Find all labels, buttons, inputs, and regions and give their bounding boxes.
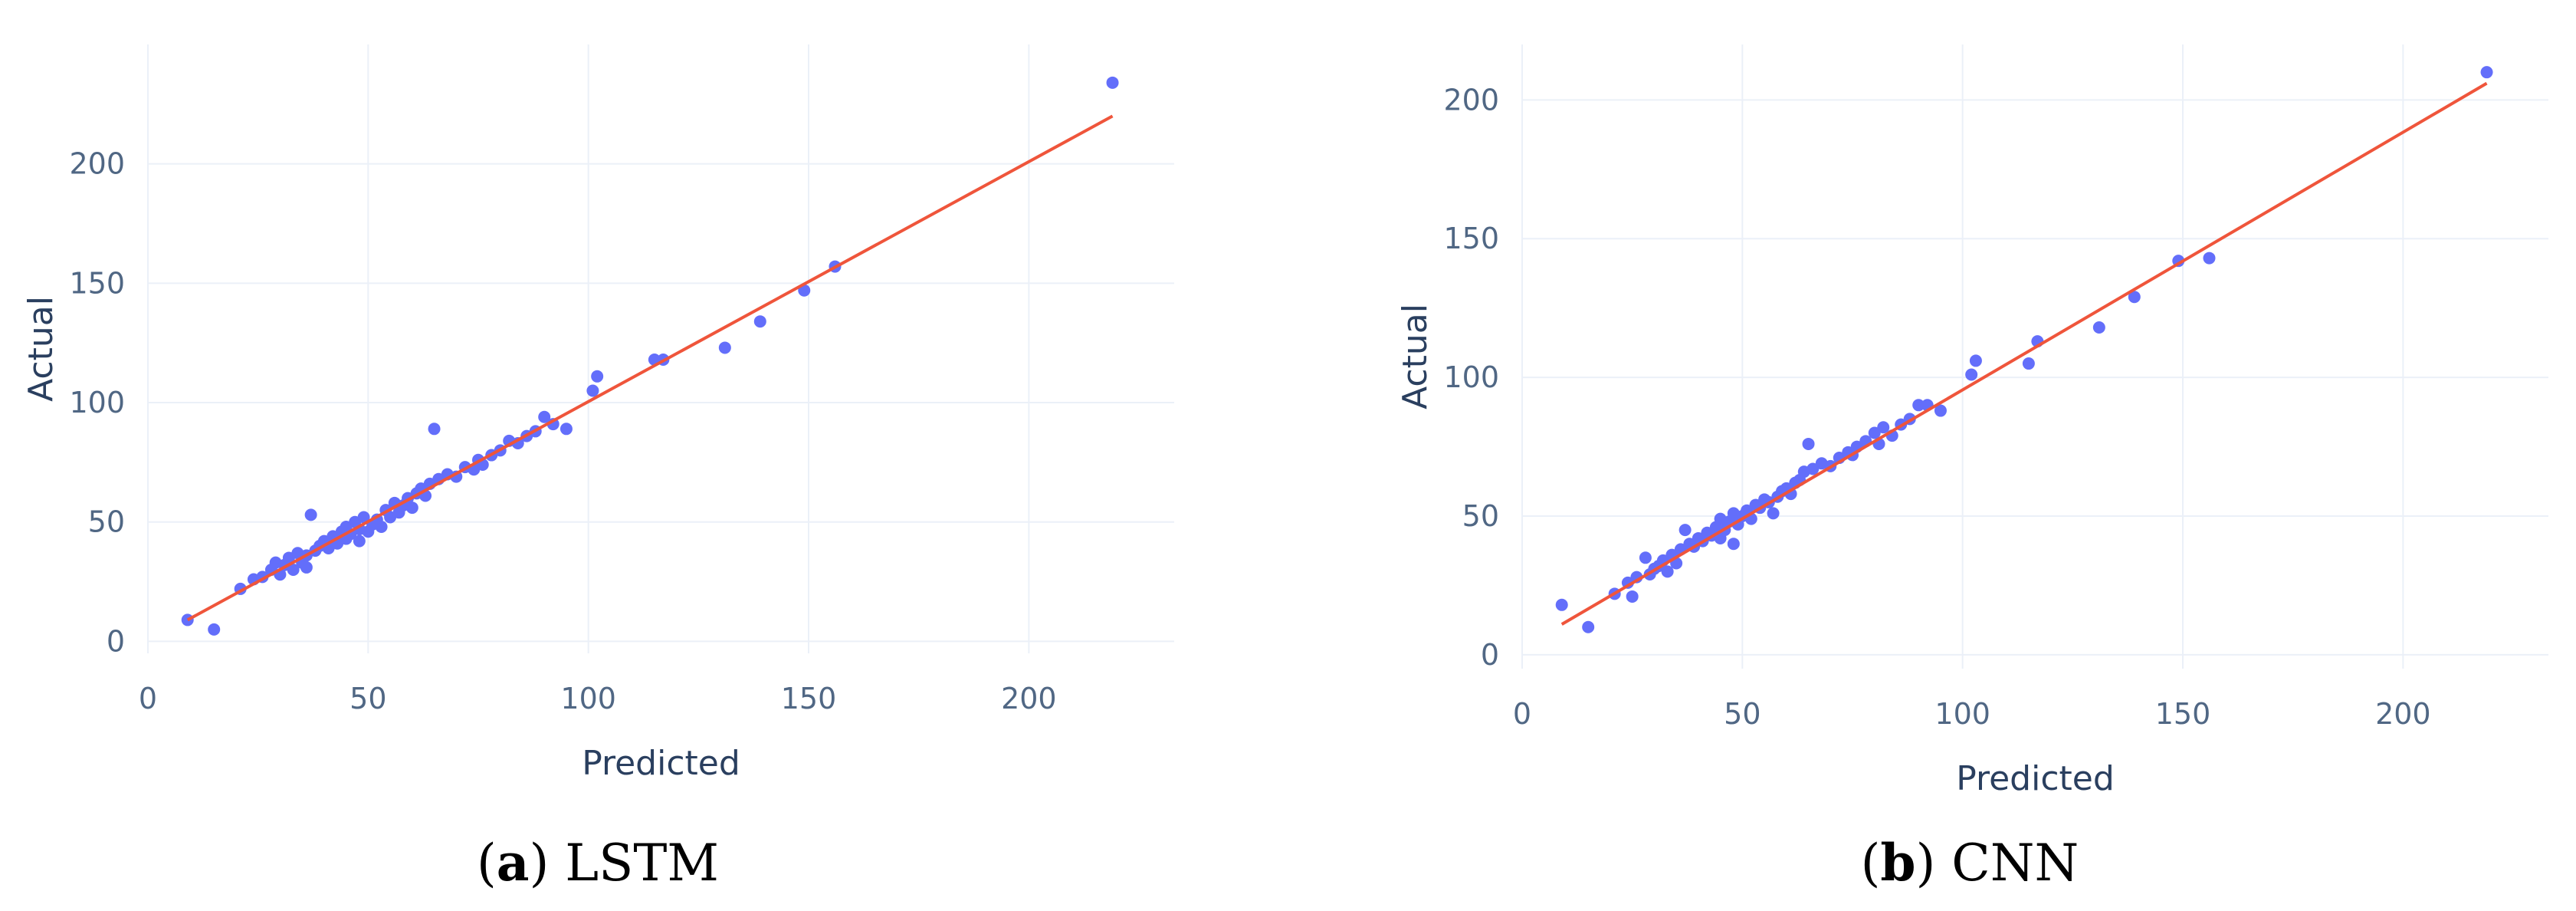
y-tick-label: 100 [69,386,125,419]
y-tick-label: 0 [1481,638,1499,672]
x-tick-label: 200 [2375,697,2431,731]
caption-close: ) [1916,834,1936,893]
y-tick-label: 50 [88,505,125,539]
data-point [300,561,313,574]
data-point [1626,590,1639,603]
data-point [2203,252,2216,265]
data-point [1912,399,1925,412]
data-point [1727,538,1740,551]
data-point [1767,507,1780,520]
data-point [1106,76,1119,89]
panel-caption: (b) CNN [1861,833,2079,893]
data-point [287,564,300,577]
x-tick-label: 100 [1934,697,1990,731]
data-point [375,520,388,533]
y-tick-label: 200 [69,147,125,181]
y-tick-label: 200 [1443,83,1499,117]
x-tick-label: 100 [560,682,616,715]
data-point [718,341,731,354]
data-point [304,508,317,521]
x-tick-label: 50 [1724,697,1761,731]
caption-letter: b [1880,833,1915,893]
x-tick-label: 50 [349,682,386,715]
caption-close: ) [530,834,550,893]
data-point [208,623,221,636]
data-point [1555,598,1568,611]
data-point [405,502,418,515]
panel-b: 0 50 100 150 200 0 50 100 150 200 Predicted Actual (… [1396,44,2548,893]
data-point [753,315,766,328]
y-tick-label: 150 [69,266,125,300]
data-point [2480,66,2493,79]
data-point [560,423,573,436]
data-point [591,370,604,383]
data-point [1877,421,1890,434]
x-axis-title: Predicted [1956,759,2115,798]
y-tick-label: 150 [1443,222,1499,255]
panel-a: 0 50 100 150 200 0 50 100 150 200 Predicted Actual (… [21,44,1174,893]
data-point [353,534,366,548]
data-point [2022,357,2035,370]
data-point [2092,321,2105,334]
caption-letter: a [497,833,530,893]
panel-caption: (a) LSTM [477,833,719,893]
x-tick-label: 150 [2155,697,2211,731]
data-point [1934,404,1947,417]
x-tick-label: 0 [1513,697,1531,731]
data-point [1582,620,1595,633]
fit-line [186,114,1114,622]
x-axis-title: Predicted [582,744,740,783]
y-axis-title: Actual [21,296,61,402]
caption-model: CNN [1935,834,2079,893]
data-point [2128,291,2141,304]
data-point [1802,437,1815,450]
caption-open: ( [1861,834,1881,893]
x-tick-label: 150 [781,682,837,715]
x-tick-label: 200 [1001,682,1057,715]
caption-model: LSTM [549,834,719,893]
caption-open: ( [477,834,497,893]
data-point [538,410,551,423]
data-point [428,423,441,436]
data-point [1639,551,1652,564]
y-tick-label: 50 [1462,499,1499,533]
data-point [1969,354,1982,367]
y-tick-label: 100 [1443,360,1499,394]
data-point [586,384,599,397]
data-point [1679,524,1692,537]
data-point [1965,368,1978,381]
data-point [357,511,370,524]
data-point [1806,462,1820,475]
x-tick-label: 0 [139,682,157,715]
data-point [1868,426,1881,439]
y-tick-label: 0 [107,624,125,658]
data-point [1661,565,1674,578]
fit-line [1560,81,2488,626]
y-axis-title: Actual [1396,304,1435,409]
